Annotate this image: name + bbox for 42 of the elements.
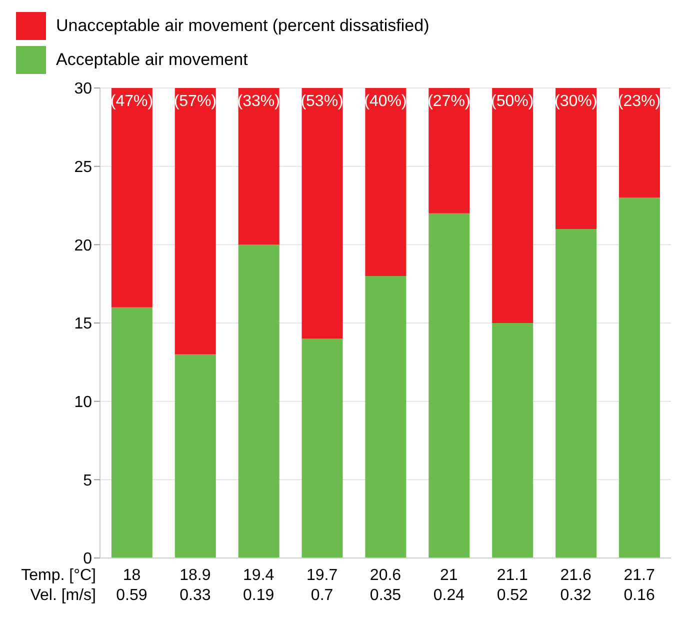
bar: [365, 88, 406, 276]
y-tick-label: 0: [83, 550, 92, 568]
y-tick-label: 25: [74, 159, 92, 176]
y-tick-label: 5: [83, 472, 92, 490]
bar: [174, 354, 216, 558]
bar: [556, 229, 597, 558]
x-tick-label: 21.7 0.16: [624, 567, 655, 604]
bar: [174, 88, 216, 354]
bar: [302, 88, 343, 339]
y-tick-label: 20: [74, 237, 92, 254]
x-tick-label: 18 0.59: [116, 567, 148, 604]
x-tick-label: 21.1 0.52: [496, 567, 528, 604]
x-tick-label: 19.7 0.7: [306, 567, 338, 604]
annotation: (53%): [300, 93, 344, 110]
bar: [618, 88, 660, 198]
annotation: (27%): [428, 93, 470, 110]
annotation: (50%): [491, 93, 534, 110]
x-axis-title: Temp. [°C] Vel. [m/s]: [10, 566, 96, 606]
bar: [618, 198, 660, 558]
x-tick-label: 20.6 0.35: [370, 567, 402, 604]
bar: [111, 307, 152, 558]
bar: [492, 323, 534, 558]
annotation: (40%): [364, 93, 407, 110]
bar: [556, 88, 597, 229]
legend-label: Acceptable air movement: [56, 50, 248, 70]
bar: [238, 88, 280, 245]
bar: [365, 276, 406, 558]
x-tick-label: 21 0.24: [433, 567, 465, 604]
x-tick-label: 21.6 0.32: [560, 567, 592, 604]
annotation: (30%): [554, 93, 598, 110]
x-tick-label: 18.9 0.33: [180, 567, 211, 604]
legend-label: Unacceptable air movement (percent dissatisfied): [56, 16, 430, 36]
bar: [238, 244, 280, 558]
y-tick-label: 30: [74, 80, 92, 98]
bar: [428, 88, 470, 214]
bar: [428, 213, 470, 558]
bar: [111, 88, 152, 308]
x-tick-label: 19.4 0.19: [243, 567, 274, 604]
y-tick-label: 15: [74, 316, 92, 333]
bar: [492, 88, 534, 323]
y-tick-label: 10: [74, 394, 92, 412]
bar: [302, 338, 343, 558]
